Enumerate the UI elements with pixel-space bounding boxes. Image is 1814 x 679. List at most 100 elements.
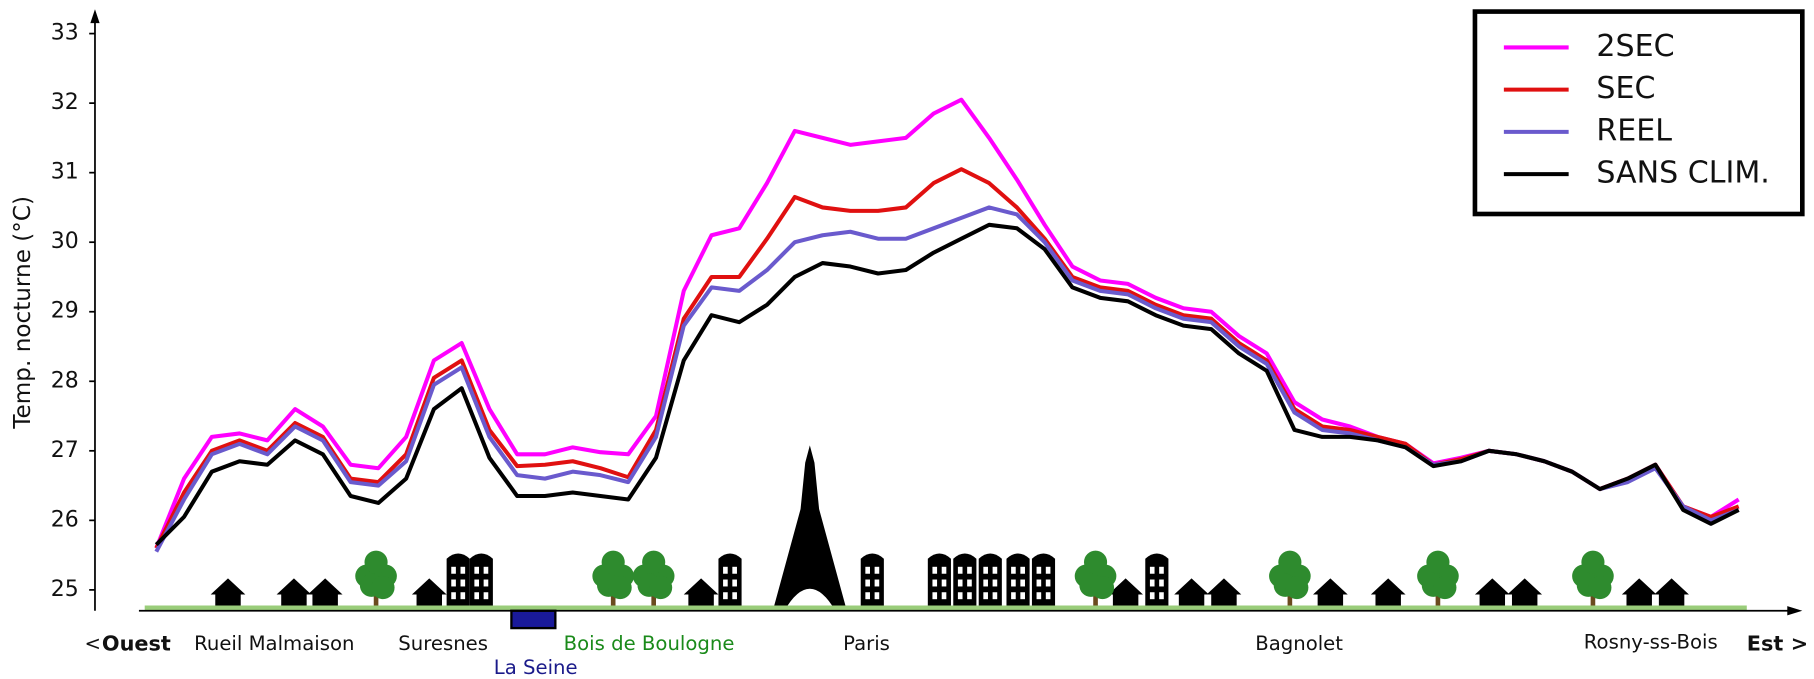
place-label: Rosny-ss-Bois <box>1584 631 1718 654</box>
window <box>474 566 480 574</box>
window <box>1036 579 1042 587</box>
window <box>723 579 728 587</box>
window <box>451 592 456 600</box>
y-axis-label: Temp. nocturne (°C) <box>10 196 36 430</box>
window <box>932 592 938 600</box>
y-tick-label: 25 <box>51 577 79 602</box>
tree-crown <box>1090 576 1115 600</box>
window <box>1011 579 1016 587</box>
y-tick-label: 31 <box>51 160 79 185</box>
window <box>932 566 938 574</box>
house-icon <box>1654 578 1689 611</box>
tree-crown <box>601 550 625 574</box>
y-axis-arrow <box>90 9 100 24</box>
window <box>1036 592 1042 600</box>
window <box>983 592 988 600</box>
series-line <box>154 205 1740 553</box>
window <box>460 592 466 600</box>
x-axis-arrow <box>1787 606 1803 616</box>
house-icon <box>683 578 719 611</box>
window <box>1020 579 1025 587</box>
window <box>474 579 480 587</box>
window <box>874 579 880 587</box>
building-icon <box>953 553 977 611</box>
house-icon <box>1206 578 1242 611</box>
place-label: La Seine <box>494 656 578 679</box>
house-icon <box>411 578 447 611</box>
tree-crown <box>642 550 666 574</box>
window <box>1149 566 1155 574</box>
tree-trunk <box>1287 585 1293 611</box>
tree-crown <box>1285 576 1309 600</box>
window <box>865 566 870 574</box>
house-icon <box>1370 578 1406 611</box>
window <box>983 566 988 574</box>
window <box>932 579 938 587</box>
window <box>1011 566 1016 574</box>
window <box>1149 592 1155 600</box>
tree-crown <box>1426 550 1450 574</box>
window <box>1020 566 1025 574</box>
building-icon <box>978 553 1002 611</box>
window <box>460 579 466 587</box>
window <box>957 566 963 574</box>
y-tick-label: 26 <box>51 507 79 532</box>
window <box>941 579 947 587</box>
tree-trunk <box>610 585 616 611</box>
window <box>941 592 947 600</box>
legend-label: REEL <box>1596 113 1672 148</box>
building-icon <box>469 553 493 611</box>
tree-crown <box>608 576 632 600</box>
window <box>967 592 972 600</box>
window <box>451 579 456 587</box>
window <box>460 566 466 574</box>
tree-trunk <box>1435 585 1441 611</box>
building-icon <box>860 553 884 611</box>
tree-crown <box>649 576 673 600</box>
building-icon <box>1031 553 1056 611</box>
window <box>1045 566 1051 574</box>
building-icon <box>927 553 951 611</box>
window <box>1159 592 1164 600</box>
window <box>967 566 972 574</box>
y-tick-label: 29 <box>51 299 79 324</box>
house-icon <box>1174 578 1209 611</box>
place-label: Bois de Boulogne <box>564 632 735 655</box>
y-tick-label: 30 <box>51 229 79 254</box>
y-tick-label: 33 <box>51 21 79 46</box>
tree-trunk <box>1093 585 1098 611</box>
house-icon <box>1313 578 1348 611</box>
building-icon <box>446 553 470 611</box>
tree-trunk <box>1590 585 1596 611</box>
legend-box <box>1472 9 1805 217</box>
window <box>1036 566 1042 574</box>
tree-trunk <box>373 585 379 611</box>
legend-label: SANS CLIM. <box>1596 156 1769 191</box>
window <box>967 579 972 587</box>
window <box>874 592 880 600</box>
window <box>874 566 880 574</box>
tree-crown <box>1278 550 1302 574</box>
window <box>474 592 480 600</box>
house-icon <box>307 578 343 611</box>
west-arrow: < <box>85 632 101 655</box>
window <box>957 579 963 587</box>
place-label: Rueil Malmaison <box>194 632 354 655</box>
window <box>992 592 998 600</box>
window <box>723 566 728 574</box>
window <box>723 592 728 600</box>
window <box>957 592 963 600</box>
tree-trunk <box>651 585 656 611</box>
tree-crown <box>1581 550 1605 574</box>
eiffel-tower <box>772 445 847 611</box>
window <box>732 566 737 574</box>
window <box>865 592 870 600</box>
window <box>1020 592 1025 600</box>
window <box>1011 592 1016 600</box>
window <box>1045 592 1051 600</box>
building-icon <box>718 553 742 611</box>
house-icon <box>1621 578 1657 611</box>
place-label: Paris <box>843 632 890 655</box>
window <box>451 566 456 574</box>
